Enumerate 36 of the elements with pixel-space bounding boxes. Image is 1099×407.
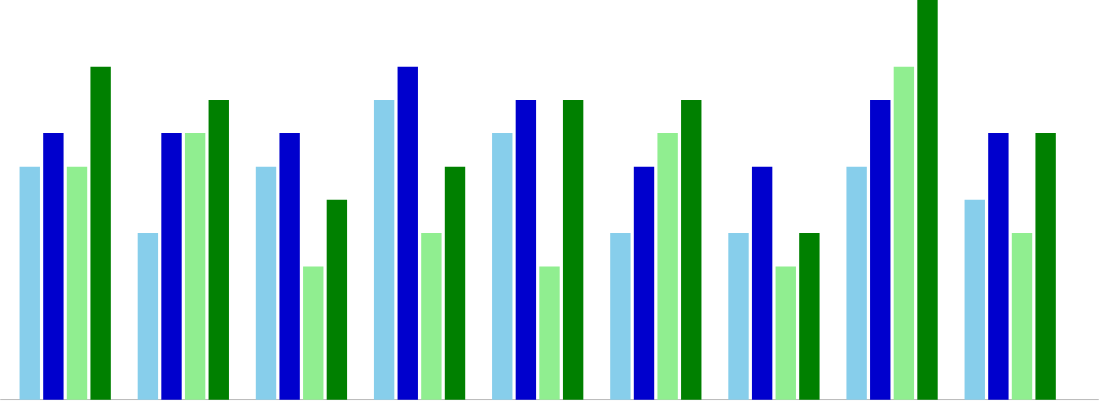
- bar: [421, 233, 442, 400]
- bar: [90, 66, 111, 400]
- bar: [988, 133, 1009, 400]
- bar: [633, 166, 655, 400]
- bar: [1035, 133, 1056, 400]
- bar: [893, 66, 915, 400]
- bar: [326, 199, 348, 400]
- bar: [397, 66, 418, 400]
- bar: [492, 133, 513, 400]
- bar: [19, 166, 40, 400]
- bar: [562, 100, 584, 400]
- bar: [539, 266, 560, 400]
- bar: [681, 100, 702, 400]
- bar: [303, 266, 324, 400]
- bar: [43, 133, 64, 400]
- bar: [279, 133, 300, 400]
- bar: [208, 100, 229, 400]
- bar: [255, 166, 277, 400]
- bar: [373, 100, 395, 400]
- bar: [444, 166, 466, 400]
- bar: [964, 199, 985, 400]
- bar: [775, 266, 796, 400]
- bar: [846, 166, 867, 400]
- bar: [610, 233, 631, 400]
- bar: [728, 233, 749, 400]
- bar: [1011, 233, 1033, 400]
- bar: [657, 133, 678, 400]
- bar: [751, 166, 773, 400]
- bar: [917, 0, 938, 400]
- bar: [161, 133, 182, 400]
- bar: [515, 100, 537, 400]
- bar: [799, 233, 820, 400]
- bar: [66, 166, 88, 400]
- bar: [184, 133, 206, 400]
- bar: [870, 100, 891, 400]
- bar: [137, 233, 159, 400]
